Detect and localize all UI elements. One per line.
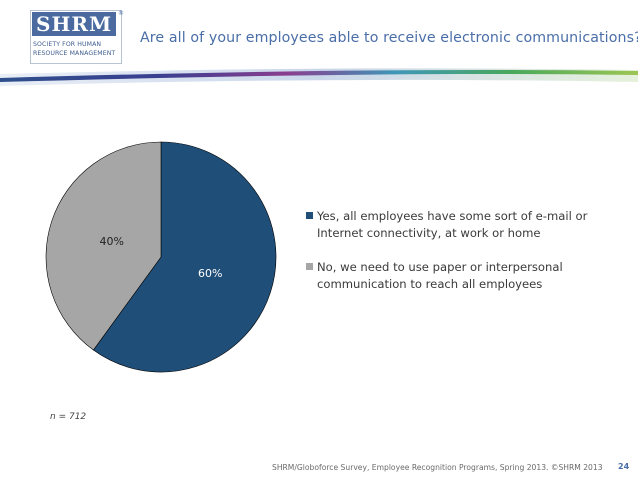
- legend-label-yes: Yes, all employees have some sort of e-m…: [317, 209, 588, 240]
- legend-item-no: No, we need to use paper or interpersona…: [306, 259, 626, 293]
- slide-title: Are all of your employees able to receiv…: [140, 30, 638, 46]
- page-number: 24: [618, 462, 630, 471]
- sample-size-note: n = 712: [50, 412, 87, 422]
- pie-slice-yes: [92, 141, 277, 373]
- legend-swatch-yes: [306, 212, 313, 219]
- shrm-logo: SHRM ® SOCIETY FOR HUMAN RESOURCE MANAGE…: [30, 10, 124, 64]
- legend-item-yes: Yes, all employees have some sort of e-m…: [306, 208, 626, 242]
- footer-source: SHRM/Globoforce Survey, Employee Recogni…: [272, 463, 603, 472]
- logo-tagline-1: SOCIETY FOR HUMAN: [33, 41, 102, 48]
- data-label-yes: 60%: [198, 267, 222, 280]
- legend-label-no: No, we need to use paper or interpersona…: [317, 260, 563, 291]
- logo-tagline-2: RESOURCE MANAGEMENT: [33, 50, 116, 57]
- pie-slice-no: [45, 141, 162, 351]
- data-label-no: 40%: [100, 235, 124, 248]
- legend-swatch-no: [306, 263, 313, 270]
- header-swoosh: [0, 68, 638, 86]
- logo-mark: SHRM: [32, 12, 116, 36]
- chart-legend: Yes, all employees have some sort of e-m…: [306, 208, 626, 310]
- logo-registered-mark: ®: [118, 10, 124, 17]
